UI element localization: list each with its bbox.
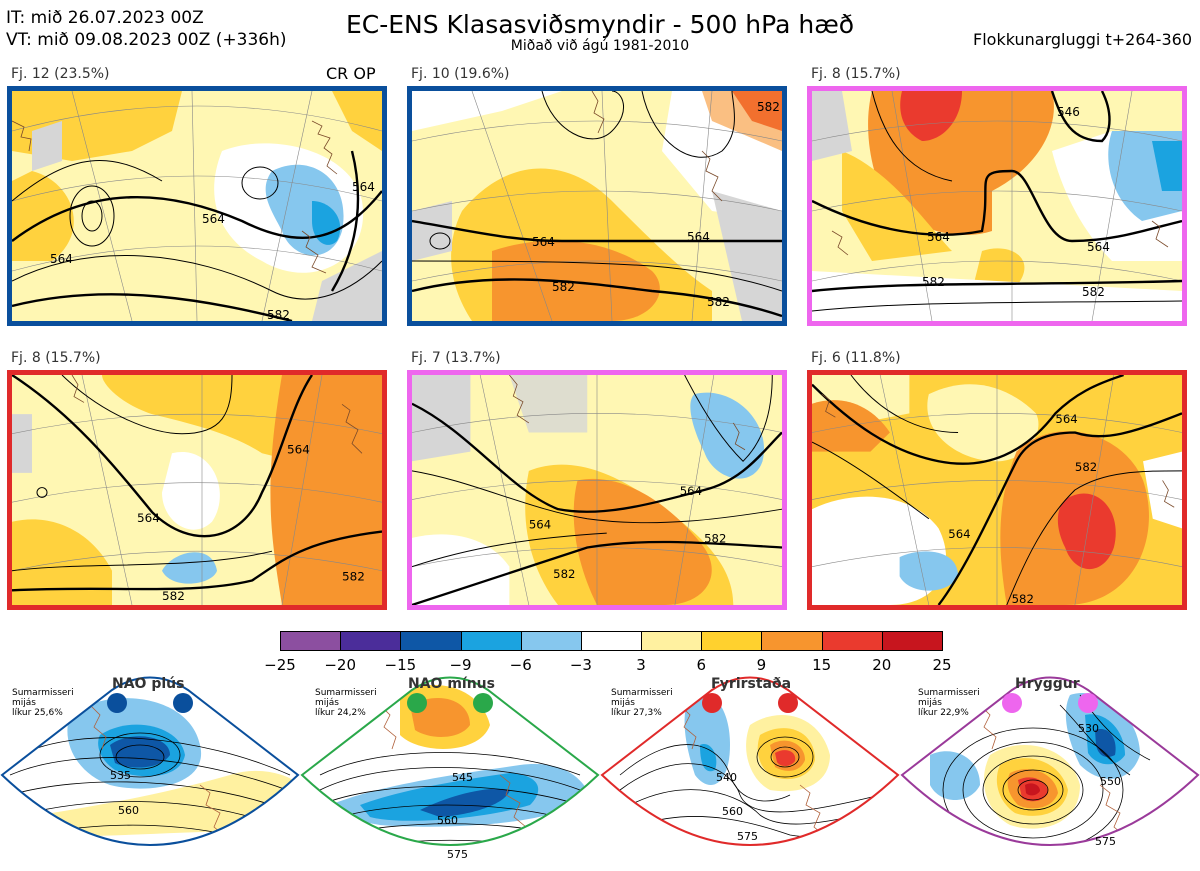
regime-info-blocking: Sumarmisseri mijás líkur 27,3% (611, 688, 673, 718)
colorbar-tick-label: −6 (509, 656, 532, 674)
panel-1-label: Fj. 12 (23.5%) (11, 66, 110, 82)
contour-label: 582 (267, 308, 290, 321)
regime-name-ridge: Hryggur (1015, 676, 1080, 692)
regime-name-nao-plus: NAO plús (112, 676, 185, 692)
colorbar-segment (580, 631, 643, 651)
regime-info-nao-plus: Sumarmisseri mijás líkur 25,6% (12, 688, 74, 718)
contour-label: 582 (552, 280, 575, 294)
colorbar-tick-label: 9 (756, 656, 767, 674)
contour-label: 546 (1057, 105, 1080, 119)
cluster-map-2: 564 582 582 582 564 (407, 86, 787, 326)
contour-label: 564 (202, 212, 225, 226)
regime-contour-label: 550 (1100, 775, 1121, 788)
regime-dot (473, 693, 493, 713)
regime-dot (173, 693, 193, 713)
colorbar-tick-label: 15 (812, 656, 832, 674)
colorbar-segment (701, 631, 763, 651)
regime-dot (107, 693, 127, 713)
contour-label: 564 (948, 527, 970, 541)
contour-label: 564 (687, 230, 710, 244)
contour-label: 582 (162, 589, 185, 603)
regime-contour-label: 545 (452, 771, 473, 784)
regime-maps: 535 560 545 560 575 (0, 676, 1200, 861)
colorbar-tick-label: −25 (264, 656, 296, 674)
contour-label: 564 (680, 484, 702, 498)
regime-contour-label: 575 (1095, 835, 1116, 848)
contour-label: 582 (553, 567, 575, 581)
regime-dot (407, 693, 427, 713)
contour-label: 564 (287, 442, 310, 456)
colorbar-segment (881, 631, 943, 651)
colorbar-segment (460, 631, 522, 651)
contour-label: 582 (707, 295, 730, 309)
contour-label: 582 (1012, 592, 1034, 605)
cluster-map-4: 564 564 582 582 (7, 370, 387, 610)
regime-contour-label: 540 (716, 771, 737, 784)
regime-name-blocking: Fyrirstaða (711, 676, 792, 692)
colorbar-tick-label: 6 (696, 656, 707, 674)
contour-label: 564 (1055, 412, 1077, 426)
contour-label: 564 (529, 517, 551, 531)
contour-label: 564 (50, 252, 73, 266)
regime-contour-label: 575 (737, 830, 758, 843)
contour-label: 582 (1082, 285, 1105, 299)
contour-label: 564 (1087, 240, 1110, 254)
colorbar-tick-label: 25 (932, 656, 952, 674)
contour-label: 582 (757, 100, 780, 114)
cluster-map-6: 564 564 582 582 (807, 370, 1187, 610)
cluster-map-1: 564 564 564 582 (7, 86, 387, 326)
colorbar-tick-label: 3 (636, 656, 646, 674)
contour-label: 564 (352, 180, 375, 194)
colorbar-segment (641, 631, 703, 651)
colorbar-segment (821, 631, 883, 651)
colorbar-segment (340, 631, 402, 651)
regime-contour-label: 560 (118, 804, 139, 817)
contour-label: 564 (532, 235, 555, 249)
regime-info-ridge: Sumarmisseri mijás líkur 22,9% (918, 688, 980, 718)
panel-2-label: Fj. 10 (19.6%) (411, 66, 510, 82)
regime-dot (1078, 693, 1098, 713)
regime-contour-label: 575 (447, 848, 468, 861)
colorbar-tick-label: −20 (324, 656, 356, 674)
colorbar-segment (761, 631, 823, 651)
contour-label: 582 (704, 532, 726, 546)
colorbar-tick-label: −15 (384, 656, 417, 674)
colorbar-tick-label: 20 (872, 656, 892, 674)
contour-label: 564 (137, 511, 160, 525)
regime-contour-label: 560 (437, 814, 458, 827)
regime-contour-label: 530 (1078, 722, 1099, 735)
colorbar-segment (520, 631, 582, 651)
regime-dot (778, 693, 798, 713)
init-time: IT: mið 26.07.2023 00Z (6, 8, 204, 28)
classification-window: Flokkunargluggi t+264-360 (973, 30, 1192, 49)
regime-contour-label: 560 (722, 805, 743, 818)
panel-6-label: Fj. 6 (11.8%) (811, 350, 901, 366)
panel-3-label: Fj. 8 (15.7%) (811, 66, 901, 82)
panel-5-label: Fj. 7 (13.7%) (411, 350, 501, 366)
contour-label: 582 (1075, 460, 1097, 474)
contour-label: 582 (342, 570, 365, 584)
cluster-map-3: 564 564 582 582 546 (807, 86, 1187, 326)
colorbar-tick-label: −3 (569, 656, 592, 674)
page-subtitle: Miðað við ágú 1981-2010 (510, 38, 690, 54)
panel-4-label: Fj. 8 (15.7%) (11, 350, 101, 366)
cluster-map-5: 564 564 582 582 (407, 370, 787, 610)
valid-time: VT: mið 09.08.2023 00Z (+336h) (6, 30, 287, 50)
regime-dot (702, 693, 722, 713)
regime-info-nao-minus: Sumarmisseri mijás líkur 24,2% (315, 688, 377, 718)
panel-1-tag: CR OP (326, 64, 376, 83)
colorbar-segment (280, 631, 342, 651)
regime-dot (1002, 693, 1022, 713)
contour-label: 564 (927, 230, 950, 244)
regime-name-nao-minus: NAO mínus (408, 676, 495, 692)
anomaly-colorbar (280, 631, 943, 653)
colorbar-segment (400, 631, 462, 651)
contour-label: 582 (922, 275, 945, 289)
regime-contour-label: 535 (110, 769, 131, 782)
page-title: EC-ENS Klasasviðsmyndir - 500 hPa hæð (345, 10, 855, 39)
colorbar-tick-label: −9 (449, 656, 472, 674)
